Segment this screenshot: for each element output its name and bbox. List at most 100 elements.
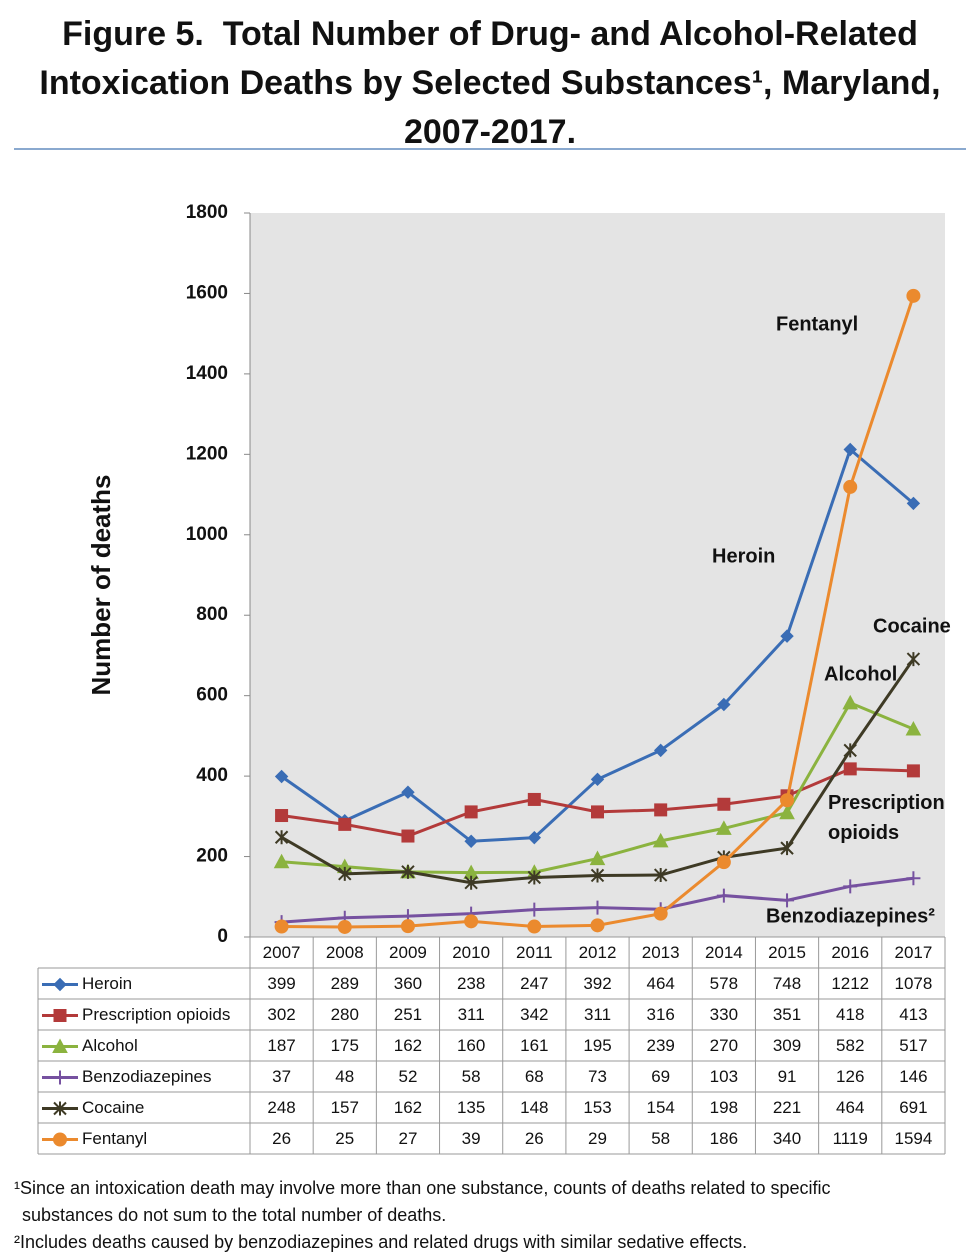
marker	[843, 879, 858, 894]
marker	[274, 769, 289, 784]
y-tick-label: 800	[196, 604, 228, 625]
marker	[779, 804, 795, 820]
table-value: 73	[588, 1067, 607, 1086]
legend-label: Alcohol	[82, 1036, 138, 1055]
table-value: 162	[394, 1098, 422, 1117]
marker	[273, 853, 290, 869]
table-value: 578	[710, 974, 738, 993]
table-value: 342	[520, 1005, 548, 1024]
table-value: 748	[773, 974, 801, 993]
x-tick-label: 2014	[705, 943, 743, 962]
legend-label: Fentanyl	[82, 1129, 147, 1148]
table-value: 91	[778, 1067, 797, 1086]
marker	[52, 1038, 68, 1053]
marker	[843, 479, 858, 494]
marker	[717, 697, 731, 712]
table-value: 58	[651, 1129, 670, 1148]
table-value: 311	[458, 1005, 485, 1024]
marker	[654, 803, 668, 817]
table-value: 37	[272, 1067, 291, 1086]
marker	[843, 442, 857, 457]
marker	[53, 1101, 67, 1116]
table-value: 1594	[894, 1129, 932, 1148]
marker	[275, 809, 289, 823]
marker	[464, 834, 478, 848]
marker	[464, 805, 478, 819]
table-value: 29	[588, 1129, 607, 1148]
annotation-text: Prescription opioids	[828, 792, 945, 844]
marker	[401, 829, 415, 843]
table-value: 26	[272, 1129, 291, 1148]
table-value: 186	[710, 1129, 738, 1148]
table-value: 103	[710, 1067, 738, 1086]
table-value: 221	[773, 1098, 801, 1117]
y-tick-label: 1000	[186, 524, 228, 545]
annotation: Fentanyl	[776, 313, 858, 335]
marker	[527, 792, 541, 806]
table-value: 1078	[894, 974, 932, 993]
y-tick-label: 600	[196, 685, 228, 706]
marker	[652, 832, 669, 848]
marker	[780, 629, 794, 643]
table-value: 1119	[833, 1129, 868, 1148]
legend-label: Heroin	[82, 974, 132, 993]
legend-label: Prescription opioids	[82, 1005, 230, 1024]
table-value: 148	[520, 1098, 548, 1117]
table-value: 175	[331, 1036, 359, 1055]
marker	[53, 1070, 67, 1085]
table-value: 517	[899, 1036, 927, 1055]
marker	[906, 652, 921, 667]
marker	[590, 772, 605, 787]
x-tick-label: 2012	[579, 943, 617, 962]
table-value: 39	[462, 1129, 481, 1148]
marker	[653, 743, 668, 758]
x-tick-label: 2017	[894, 943, 932, 962]
table-value: 270	[710, 1036, 738, 1055]
table-value: 582	[836, 1036, 864, 1055]
marker	[716, 855, 731, 870]
chart: Number of deaths 0 200 400 600 800 1000 1200 14…	[37, 202, 951, 1155]
table-value: 330	[710, 1005, 738, 1024]
marker	[780, 893, 795, 908]
table-value: 251	[394, 1005, 422, 1024]
marker	[591, 805, 604, 819]
marker	[464, 914, 479, 929]
marker	[338, 866, 352, 881]
table-value: 418	[836, 1005, 864, 1024]
annotation: Prescription opioids	[828, 792, 945, 844]
footnote: ¹Since an intoxication death may involve…	[14, 1178, 831, 1225]
marker	[906, 764, 920, 778]
footnote: ²Includes deaths caused by benzodiazepin…	[14, 1232, 748, 1252]
marker	[842, 694, 859, 710]
table-value: 392	[583, 974, 611, 993]
x-tick-label: 2008	[326, 943, 364, 962]
y-tick-label: 1600	[186, 282, 228, 303]
y-tick-label: 400	[196, 765, 228, 786]
x-tick-label: 2010	[452, 943, 490, 962]
table-value: 161	[520, 1036, 548, 1055]
table-value: 413	[899, 1005, 927, 1024]
table-value: 464	[646, 974, 674, 993]
marker	[905, 720, 922, 736]
table-value: 239	[646, 1036, 674, 1055]
table-value: 464	[836, 1098, 864, 1117]
x-tick-label: 2016	[831, 943, 869, 962]
marker	[906, 871, 921, 886]
annotation: Cocaine	[873, 615, 951, 637]
marker	[400, 919, 415, 934]
marker	[527, 870, 542, 885]
y-axis-label: Number of deaths	[86, 474, 116, 695]
chart-title: Figure 5. Total Number of Drug- and Alco…	[39, 15, 951, 151]
table-value: 309	[773, 1036, 801, 1055]
footnotes: ¹Since an intoxication death may involve…	[14, 1175, 894, 1256]
legend-label: Benzodiazepines	[82, 1067, 211, 1086]
table-value: 26	[525, 1129, 544, 1148]
marker	[716, 820, 732, 835]
marker	[401, 864, 415, 879]
y-tick-label: 1200	[186, 443, 228, 464]
table-value: 187	[267, 1036, 295, 1055]
table-value: 289	[331, 974, 359, 993]
table-value: 247	[520, 974, 548, 993]
table-value: 157	[331, 1098, 359, 1117]
